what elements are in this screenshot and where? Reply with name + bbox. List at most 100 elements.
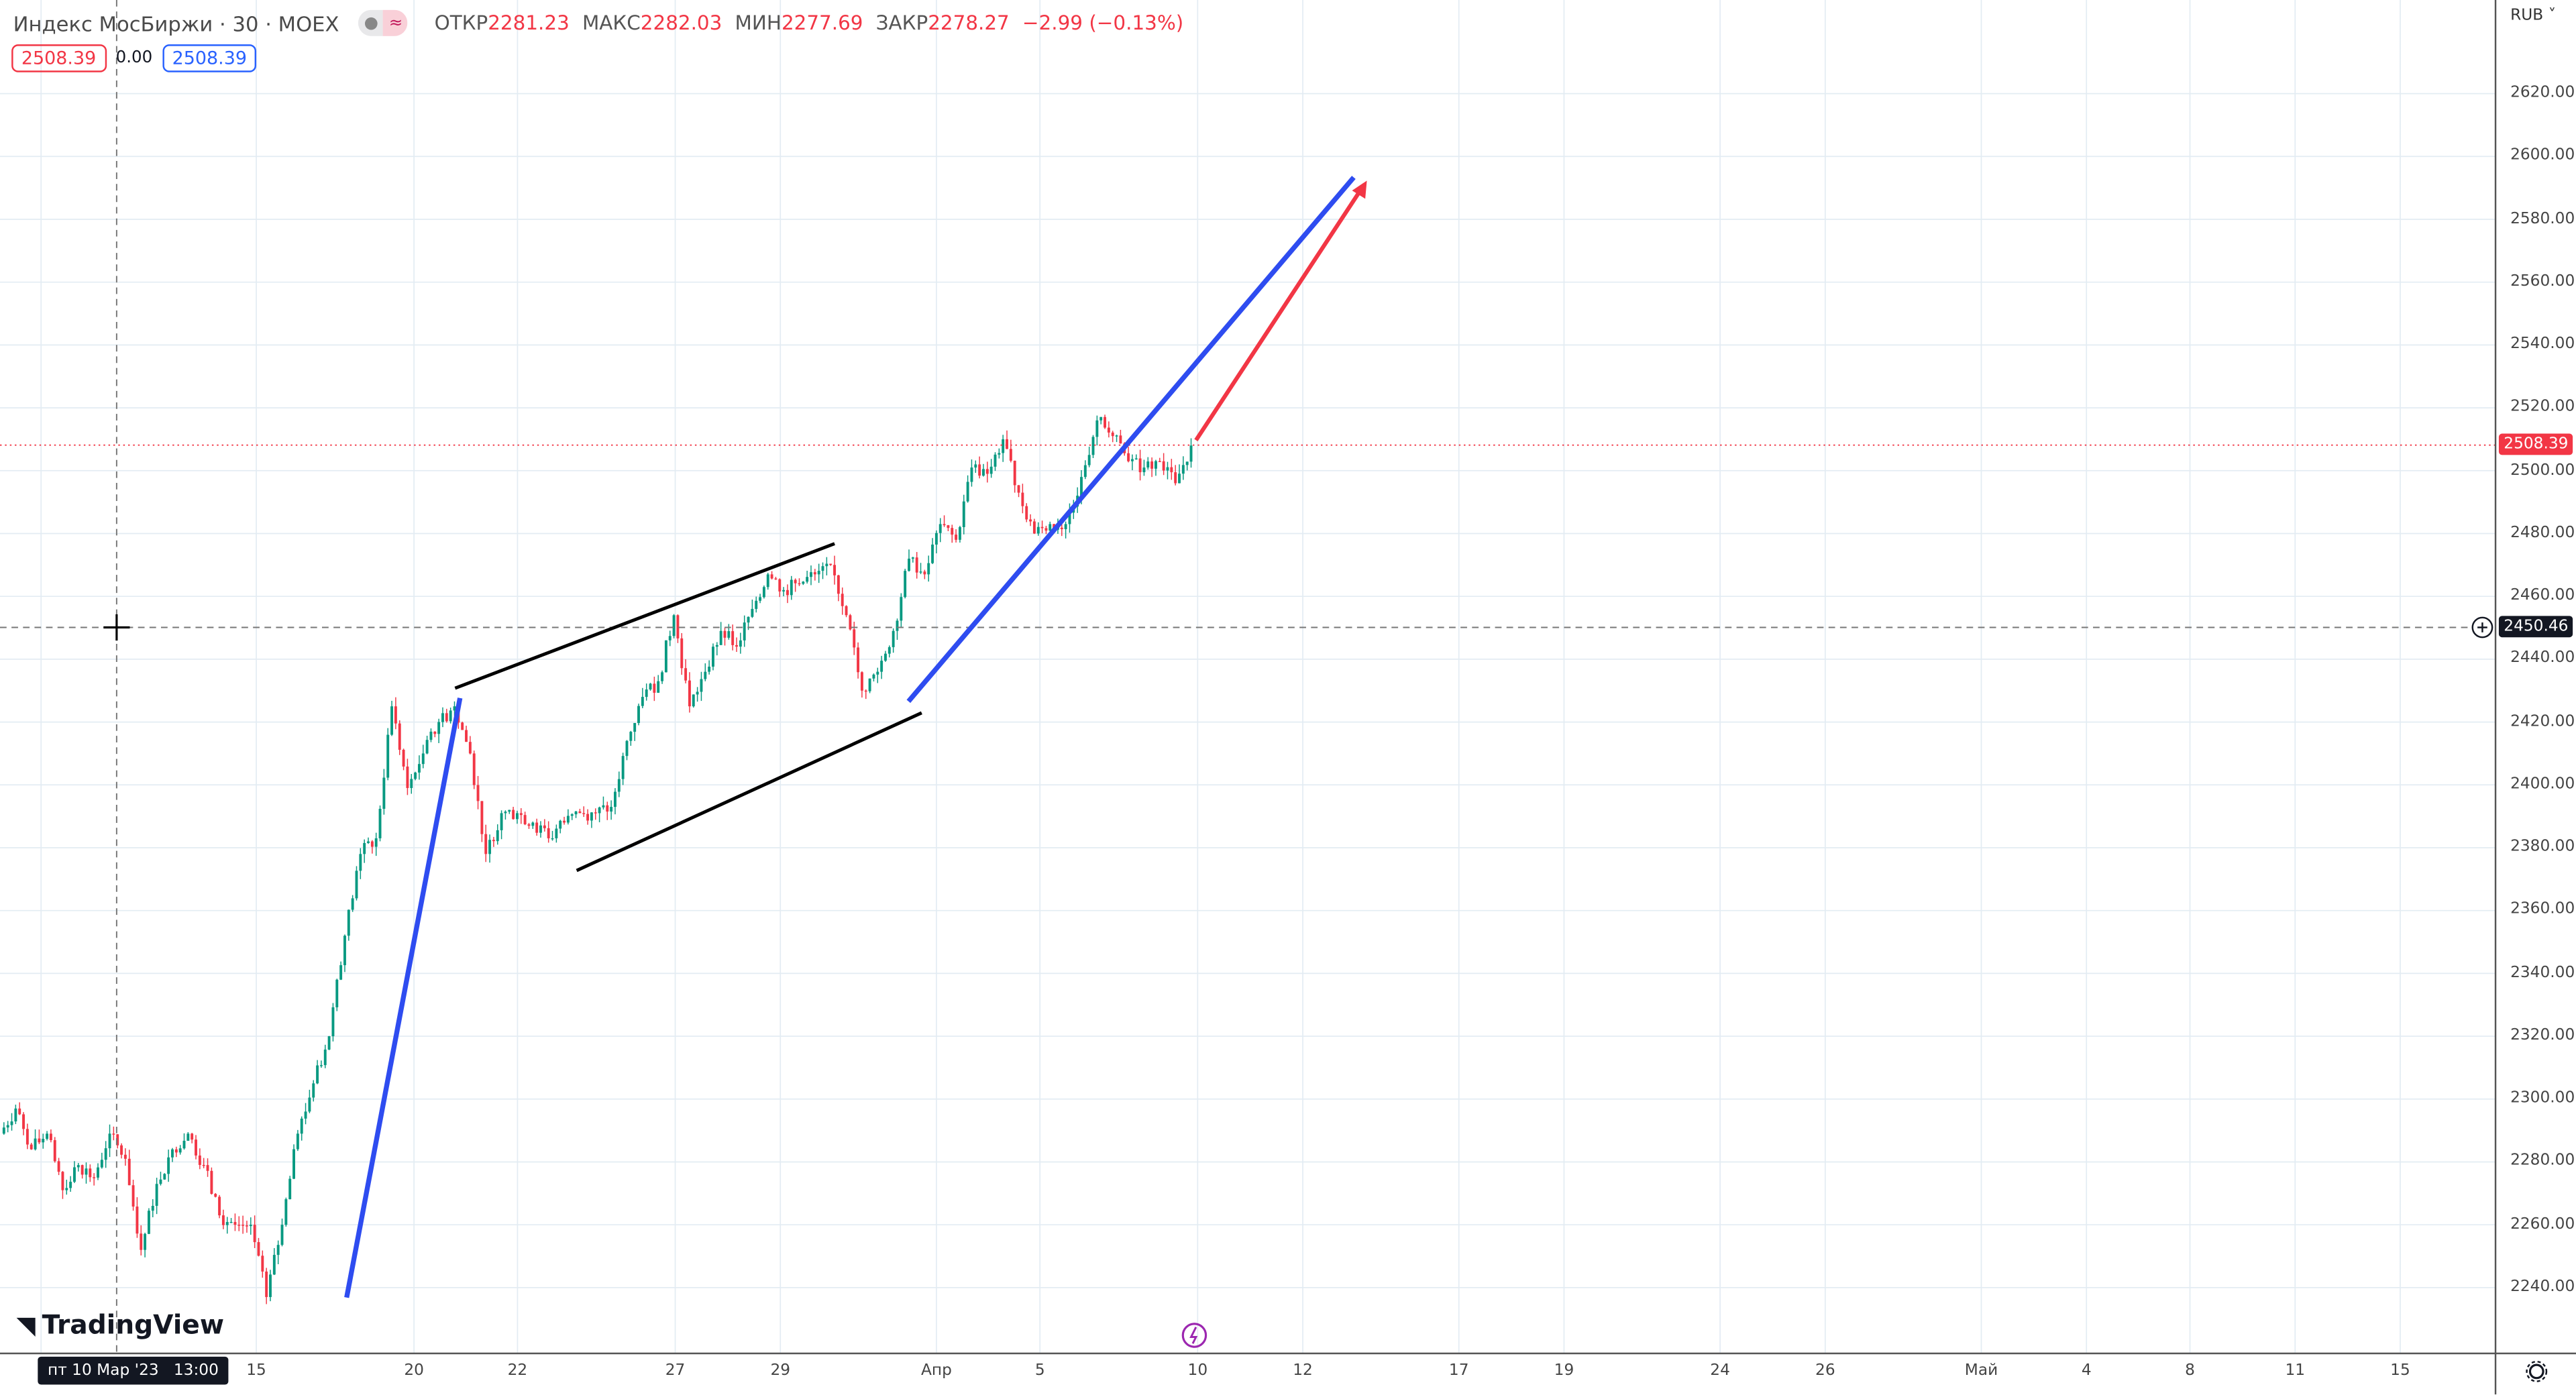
market-status-pill[interactable]: ● ≈ (358, 9, 409, 36)
settings-gear-icon[interactable] (2526, 1360, 2548, 1382)
time-tick-label: 10 (1187, 1361, 1208, 1380)
price-tick-label: 2500.00 (2510, 461, 2575, 479)
candle-body (566, 816, 570, 823)
candle-body (1087, 455, 1091, 465)
crosshair-time-tag: пт 10 Мар '23 13:00 (38, 1356, 229, 1385)
candle-body (614, 791, 616, 807)
channel-lower-line[interactable] (576, 711, 922, 873)
trend-line-impulse[interactable] (344, 698, 463, 1298)
candle-body (841, 594, 844, 606)
candle-body (911, 557, 914, 559)
candle-body (182, 1140, 186, 1149)
price-tick-label: 2600.00 (2510, 146, 2575, 165)
candle-body (2, 1127, 5, 1134)
candle-body (34, 1138, 37, 1150)
candle-body (955, 535, 958, 540)
candle-body (759, 597, 762, 601)
candle-body (437, 722, 441, 734)
candle-body (406, 766, 409, 788)
candle-body (938, 524, 942, 533)
channel-upper-line[interactable] (454, 542, 835, 690)
candle-body (151, 1205, 154, 1211)
candle-body (378, 808, 382, 838)
candle-body (382, 777, 386, 809)
candle-body (790, 579, 793, 596)
candle-body (766, 574, 769, 588)
candle-body (69, 1182, 72, 1188)
sell-button[interactable]: 2508.39 (11, 44, 106, 72)
spread-value: 0.00 (115, 49, 153, 68)
candle-body (1119, 435, 1122, 444)
candle-body (692, 694, 695, 707)
candle-body (1013, 460, 1016, 486)
candle-body (806, 577, 809, 582)
events-lightning-icon[interactable] (1181, 1323, 1208, 1348)
candle-body (108, 1133, 111, 1149)
candle-body (276, 1245, 280, 1256)
candle-body (1155, 461, 1157, 469)
candle-body (476, 785, 480, 801)
candle-body (543, 825, 546, 828)
candle-body (272, 1255, 276, 1275)
candle-body (394, 706, 397, 724)
candle-body (1111, 432, 1114, 437)
price-tick-label: 2540.00 (2510, 335, 2575, 353)
symbol-title[interactable]: Индекс МосБиржи · 30 · MOEX (13, 10, 339, 36)
buy-button[interactable]: 2508.39 (162, 44, 257, 72)
time-tick-label: 5 (1034, 1361, 1045, 1380)
candle-body (191, 1133, 194, 1140)
candle-body (417, 764, 421, 773)
candle-body (390, 706, 394, 735)
candle-body (1127, 453, 1130, 461)
candle-body (233, 1221, 237, 1225)
candle-body (810, 572, 812, 577)
candle-body (1185, 461, 1189, 465)
candle-body (833, 565, 836, 575)
candle-body (374, 838, 378, 847)
candle-body (868, 678, 871, 691)
candle-body (1036, 526, 1040, 534)
candle-body (535, 822, 539, 833)
candle-body (590, 812, 593, 821)
candle-body (704, 671, 707, 679)
candle-body (1107, 427, 1110, 433)
candle-body (174, 1149, 178, 1153)
trend-line-breakout[interactable] (906, 176, 1356, 704)
candle-body (465, 730, 468, 742)
candle-body (539, 825, 542, 833)
candle-body (30, 1144, 33, 1150)
price-tick-label: 2620.00 (2510, 83, 2575, 102)
time-tick-label: 11 (2285, 1361, 2306, 1380)
candle-body (853, 629, 856, 648)
candle-body (676, 615, 680, 638)
candle-body (621, 756, 625, 779)
price-tick-label: 2580.00 (2510, 209, 2575, 228)
candle-body (14, 1108, 17, 1122)
candle-body (617, 779, 621, 792)
candle-body (523, 815, 527, 825)
candle-body (347, 909, 350, 936)
candle-body (1095, 420, 1099, 437)
candle-body (1099, 416, 1103, 421)
forecast-arrow[interactable] (1194, 189, 1362, 442)
currency-selector[interactable]: RUB ˅ (2510, 6, 2557, 25)
candle-body (574, 811, 578, 815)
time-tick-label: 12 (1293, 1361, 1313, 1380)
candle-body (421, 753, 425, 765)
candle-body (958, 526, 961, 540)
candle-body (931, 544, 934, 563)
candle-body (610, 807, 613, 812)
candle-body (100, 1160, 103, 1168)
candle-body (715, 645, 718, 647)
candle-body (586, 814, 590, 821)
candle-body (351, 898, 354, 910)
candle-body (606, 805, 609, 812)
candle-body (296, 1133, 299, 1150)
candle-body (1017, 485, 1020, 493)
candle-body (629, 732, 633, 741)
candle-body (661, 672, 664, 681)
candle-body (6, 1125, 9, 1128)
tradingview-logo[interactable]: ◥ TradingView (16, 1308, 225, 1341)
